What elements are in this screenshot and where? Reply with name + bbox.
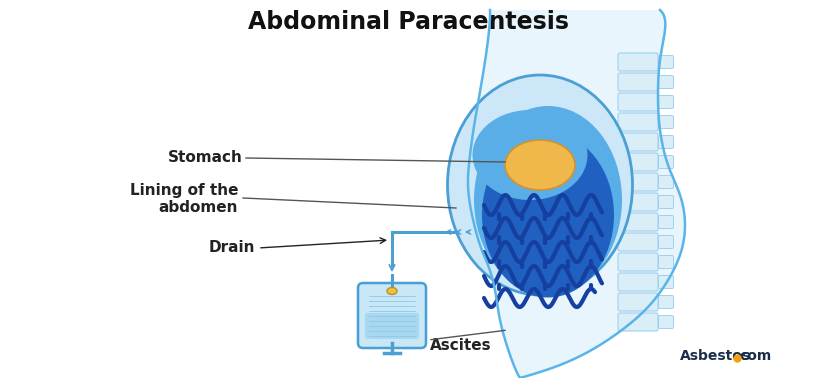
- Text: com: com: [739, 349, 771, 363]
- FancyBboxPatch shape: [659, 215, 673, 228]
- Text: Ascites: Ascites: [430, 338, 491, 353]
- FancyBboxPatch shape: [659, 195, 673, 209]
- FancyBboxPatch shape: [659, 276, 673, 288]
- Text: Drain: Drain: [209, 240, 255, 256]
- FancyBboxPatch shape: [659, 135, 673, 149]
- FancyBboxPatch shape: [659, 155, 673, 169]
- FancyBboxPatch shape: [618, 133, 658, 151]
- FancyBboxPatch shape: [618, 173, 658, 191]
- FancyBboxPatch shape: [659, 96, 673, 108]
- FancyBboxPatch shape: [618, 213, 658, 231]
- FancyBboxPatch shape: [618, 93, 658, 111]
- Text: Lining of the: Lining of the: [130, 183, 238, 197]
- Text: Abdominal Paracentesis: Abdominal Paracentesis: [247, 10, 569, 34]
- FancyBboxPatch shape: [618, 293, 658, 311]
- Polygon shape: [468, 10, 685, 378]
- FancyBboxPatch shape: [618, 193, 658, 211]
- FancyBboxPatch shape: [659, 116, 673, 129]
- Ellipse shape: [447, 75, 632, 295]
- FancyBboxPatch shape: [659, 296, 673, 308]
- FancyBboxPatch shape: [659, 256, 673, 268]
- FancyBboxPatch shape: [659, 175, 673, 189]
- FancyBboxPatch shape: [659, 76, 673, 88]
- FancyBboxPatch shape: [659, 316, 673, 328]
- FancyBboxPatch shape: [618, 313, 658, 331]
- FancyBboxPatch shape: [618, 53, 658, 71]
- Text: abdomen: abdomen: [158, 200, 238, 215]
- Text: Asbestos: Asbestos: [680, 349, 751, 363]
- Ellipse shape: [474, 106, 622, 294]
- FancyBboxPatch shape: [618, 233, 658, 251]
- FancyBboxPatch shape: [618, 253, 658, 271]
- Ellipse shape: [482, 133, 614, 297]
- Ellipse shape: [505, 140, 575, 190]
- FancyBboxPatch shape: [618, 73, 658, 91]
- Ellipse shape: [387, 288, 397, 294]
- Ellipse shape: [472, 110, 588, 200]
- FancyBboxPatch shape: [365, 313, 419, 339]
- FancyBboxPatch shape: [618, 113, 658, 131]
- FancyBboxPatch shape: [618, 273, 658, 291]
- FancyBboxPatch shape: [618, 153, 658, 171]
- Text: Stomach: Stomach: [168, 150, 243, 166]
- FancyBboxPatch shape: [659, 235, 673, 248]
- FancyBboxPatch shape: [358, 283, 426, 348]
- FancyBboxPatch shape: [659, 56, 673, 68]
